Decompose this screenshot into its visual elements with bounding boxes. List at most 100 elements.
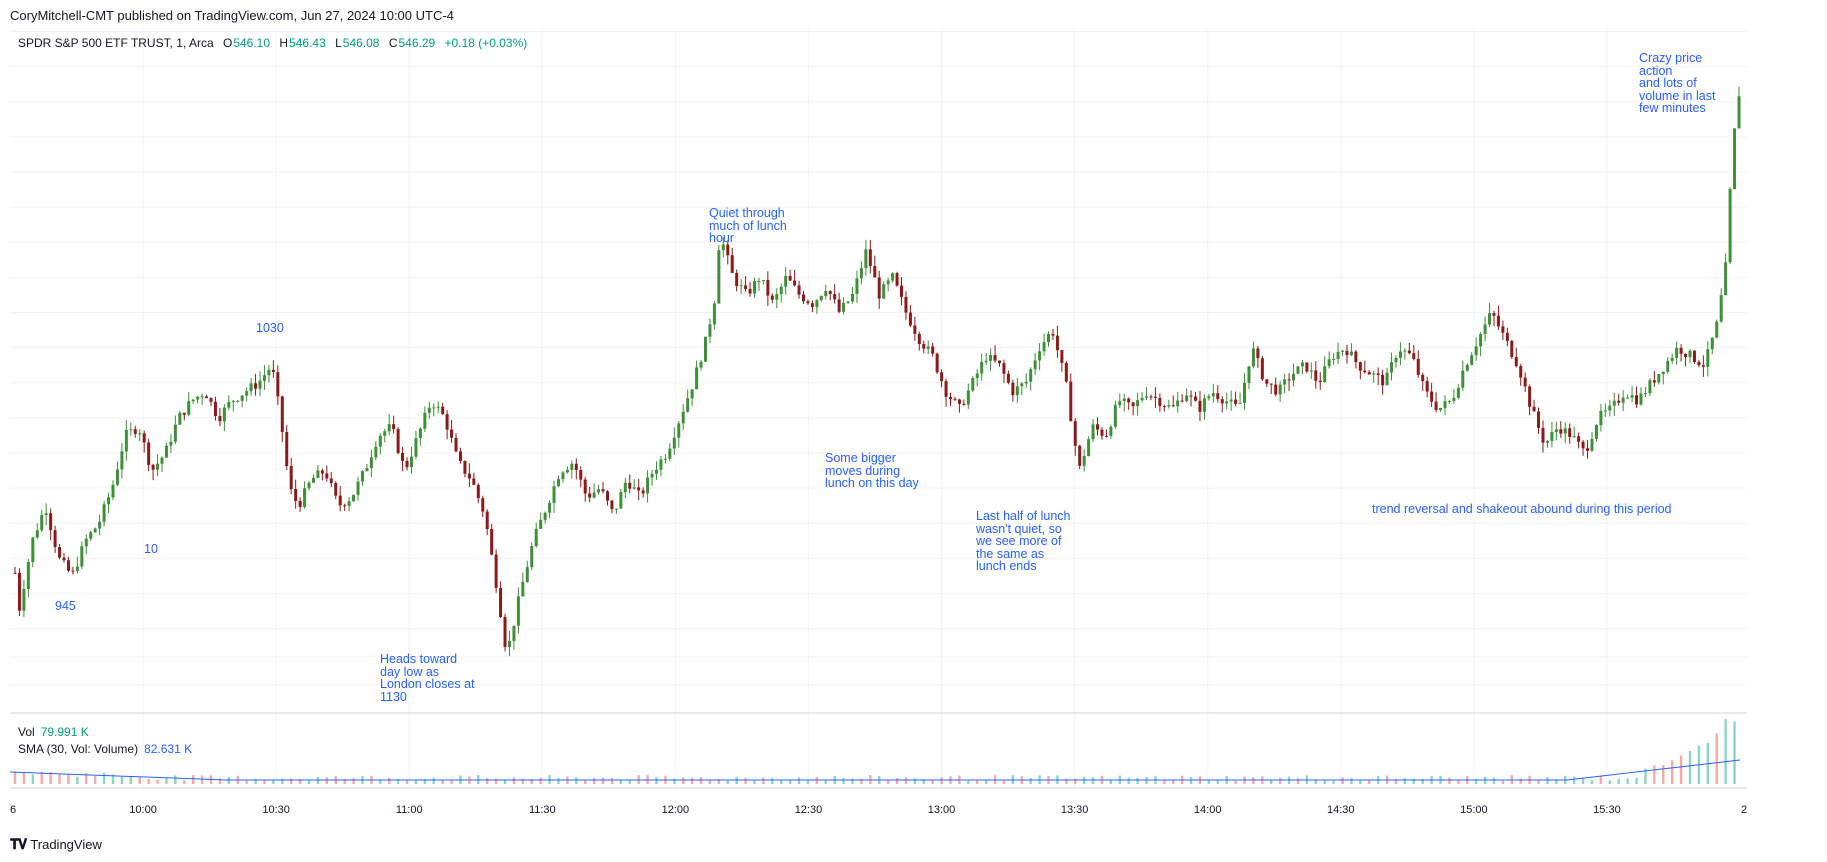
- candle-body: [209, 398, 213, 402]
- annotation-945: 945: [55, 599, 76, 613]
- candle-body: [1657, 374, 1661, 383]
- candle-body: [418, 428, 422, 439]
- candle-body: [650, 473, 654, 478]
- candle-body: [1069, 381, 1073, 422]
- candle-body: [1122, 398, 1126, 402]
- candle-body: [1496, 315, 1500, 327]
- candle-body: [784, 275, 788, 287]
- candle-body: [908, 312, 912, 326]
- volume-bar: [539, 777, 542, 784]
- candle-body: [58, 547, 62, 558]
- price-chart[interactable]: 546.60546.40546.20546.00545.80545.60545.…: [10, 28, 1747, 828]
- candle-body: [1697, 361, 1701, 366]
- candle-body: [833, 294, 837, 300]
- candle-body: [1029, 369, 1033, 382]
- candle-body: [1140, 397, 1144, 401]
- tradingview-logo[interactable]: 𝐓𝐕 TradingView: [10, 836, 102, 853]
- candle-body: [931, 346, 935, 354]
- candle-body: [1715, 321, 1719, 338]
- candle-body: [1643, 393, 1647, 395]
- candle-body: [1416, 358, 1420, 375]
- candle-body: [1180, 400, 1184, 402]
- candle-body: [1033, 360, 1037, 370]
- volume-bar: [138, 776, 141, 784]
- candle-body: [1488, 313, 1492, 325]
- volume-bar: [797, 777, 801, 784]
- candle-body: [1443, 401, 1447, 408]
- candle-body: [31, 537, 35, 562]
- grid-lines: [10, 28, 1747, 788]
- candle-body: [360, 471, 364, 482]
- candle-body: [178, 412, 182, 425]
- candle-body: [543, 512, 547, 520]
- volume-bar: [1234, 780, 1237, 784]
- volume-bar: [913, 778, 917, 784]
- candle-body: [654, 469, 658, 474]
- candle-body: [1149, 396, 1153, 398]
- volume-bar: [129, 776, 133, 784]
- candle-body: [1153, 396, 1157, 398]
- candle-body: [1274, 384, 1278, 395]
- candle-body: [1577, 436, 1581, 442]
- candle-body: [1447, 400, 1451, 402]
- candle-body: [619, 492, 623, 509]
- candle-body: [1238, 402, 1242, 404]
- candle-body: [298, 501, 302, 507]
- volume-bar: [165, 777, 168, 784]
- candle-body: [378, 435, 382, 447]
- candle-body: [628, 482, 632, 489]
- candle-body: [1603, 410, 1607, 412]
- candle-body: [1256, 348, 1260, 359]
- candle-body: [490, 529, 494, 555]
- candle-body: [1100, 429, 1104, 436]
- candle-body: [1425, 381, 1429, 392]
- annotation-1030: 1030: [256, 321, 284, 335]
- candle-body: [690, 389, 694, 399]
- volume-bar: [111, 774, 115, 784]
- candle-body: [311, 477, 315, 483]
- candle-body: [1554, 429, 1558, 433]
- candle-body: [191, 399, 195, 402]
- candle-body: [686, 398, 690, 412]
- candle-body: [646, 477, 650, 494]
- candle-body: [53, 530, 57, 548]
- volume-bar: [1733, 721, 1736, 784]
- candle-body: [22, 588, 26, 611]
- vol-value: 79.991 K: [40, 725, 89, 739]
- candle-body: [1581, 441, 1585, 449]
- candle-body: [561, 472, 565, 480]
- candle-body: [944, 381, 948, 397]
- volume-bar: [1065, 778, 1068, 784]
- candle-body: [387, 424, 391, 432]
- volume-bar: [263, 779, 266, 784]
- candle-body: [182, 412, 186, 415]
- candle-body: [1247, 366, 1251, 383]
- candle-body: [151, 464, 155, 470]
- candle-body: [289, 466, 293, 489]
- candle-body: [935, 353, 939, 373]
- candle-body: [503, 616, 507, 647]
- volume-bar: [40, 771, 43, 784]
- volume-bar: [405, 780, 409, 784]
- candle-body: [1176, 400, 1180, 407]
- candle-body: [1376, 373, 1380, 375]
- candle-body: [1719, 295, 1723, 322]
- candle-body: [588, 493, 592, 498]
- volume-bar: [788, 780, 792, 784]
- candle-body: [828, 291, 832, 295]
- candle-body: [1412, 353, 1416, 359]
- candle-body: [294, 488, 298, 502]
- volume-bar: [967, 780, 970, 784]
- candle-body: [1523, 377, 1527, 387]
- candle-body: [98, 521, 102, 529]
- candle-body: [1323, 366, 1327, 383]
- candle-body: [249, 383, 253, 392]
- candle-body: [1670, 357, 1674, 361]
- candle-body: [1381, 374, 1385, 386]
- volume-bar: [1537, 779, 1540, 784]
- candle-body: [1296, 366, 1300, 374]
- candle-body: [1011, 382, 1015, 396]
- candle-body: [886, 280, 890, 285]
- candle-body: [1082, 456, 1086, 466]
- volume-bar: [183, 780, 186, 784]
